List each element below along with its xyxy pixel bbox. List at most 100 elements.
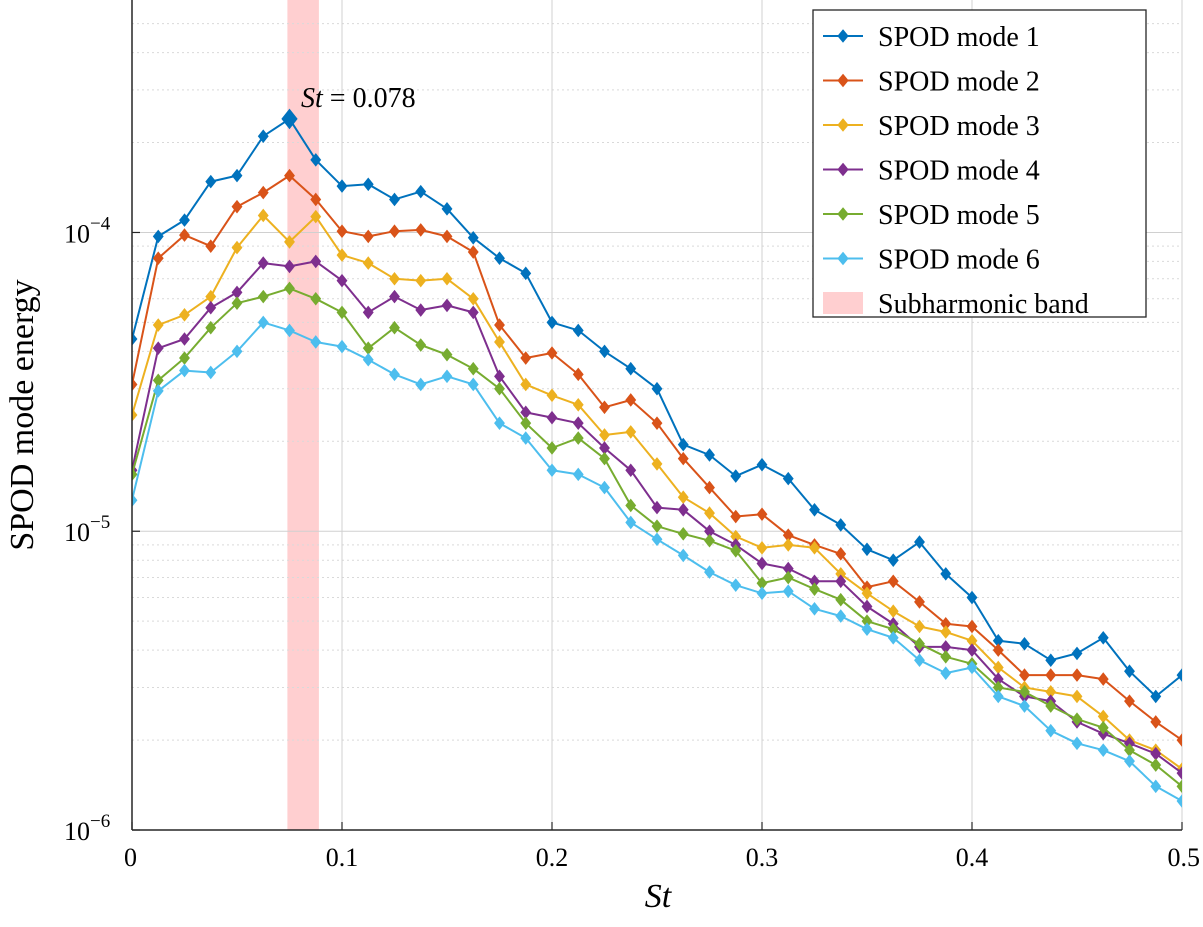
x-tick-label: 0.5 — [1168, 843, 1201, 872]
data-point — [231, 168, 243, 183]
y-tick-base: 10 — [64, 817, 90, 846]
data-point — [441, 369, 453, 384]
legend-label: SPOD mode 3 — [878, 111, 1040, 142]
legend-item: SPOD mode 4 — [823, 156, 1040, 187]
series-6 — [132, 315, 1182, 808]
data-point — [231, 199, 243, 214]
data-point — [362, 177, 374, 192]
data-point — [572, 323, 584, 338]
data-point — [572, 397, 584, 412]
data-point — [1150, 779, 1162, 794]
data-point — [756, 457, 768, 472]
data-point — [887, 604, 899, 618]
data-point — [704, 533, 715, 548]
data-point — [992, 689, 1004, 704]
data-point — [625, 393, 637, 407]
data-point — [152, 229, 164, 244]
data-point — [257, 256, 269, 270]
data-point — [940, 625, 952, 639]
data-point — [415, 303, 427, 317]
data-point — [940, 666, 952, 680]
data-point — [231, 240, 243, 255]
data-point — [1045, 653, 1057, 668]
data-point — [1150, 715, 1162, 729]
data-point — [887, 553, 899, 567]
data-point — [651, 381, 663, 396]
data-point — [677, 451, 689, 466]
data-point — [389, 271, 400, 286]
data-point — [415, 223, 427, 237]
data-point — [179, 332, 190, 346]
legend-marker — [837, 118, 849, 132]
data-point — [310, 254, 322, 269]
data-point — [809, 582, 820, 596]
data-point — [992, 643, 1004, 657]
data-point — [179, 213, 190, 227]
data-point — [231, 296, 243, 310]
data-point — [336, 339, 348, 354]
data-point — [730, 544, 742, 558]
y-tick-label: 10−4 — [64, 213, 111, 248]
y-tick-label: 10−5 — [64, 512, 110, 547]
data-point — [520, 351, 532, 365]
y-tick-exponent: −4 — [90, 213, 111, 234]
legend-item: SPOD mode 5 — [823, 200, 1040, 231]
series-5 — [132, 281, 1182, 794]
data-point — [940, 567, 952, 581]
data-point — [132, 493, 138, 508]
data-point — [861, 622, 873, 637]
data-point — [1071, 712, 1083, 726]
data-point — [389, 367, 400, 382]
data-point — [257, 208, 269, 223]
data-point — [546, 410, 558, 425]
data-point — [835, 518, 847, 532]
data-point — [572, 416, 584, 430]
data-point — [362, 256, 374, 270]
data-point — [132, 377, 138, 392]
data-point — [651, 519, 663, 533]
data-point — [441, 298, 453, 313]
y-tick-exponent: −5 — [90, 512, 110, 533]
data-point — [1176, 668, 1182, 682]
y-tick-base: 10 — [64, 219, 90, 248]
series-3 — [132, 208, 1182, 776]
data-point — [572, 431, 584, 445]
data-point — [861, 542, 873, 557]
data-point — [441, 202, 453, 216]
data-point — [336, 224, 348, 238]
data-point — [677, 502, 689, 517]
data-point — [730, 469, 742, 483]
data-point — [704, 448, 715, 462]
data-point — [782, 471, 794, 486]
data-point — [205, 174, 217, 189]
data-point — [1150, 758, 1162, 772]
data-point — [179, 363, 190, 378]
data-point — [1176, 779, 1182, 794]
legend-label: SPOD mode 1 — [878, 22, 1040, 53]
data-point — [441, 229, 453, 244]
legend-item: SPOD mode 2 — [823, 67, 1040, 98]
legend-label: SPOD mode 2 — [878, 67, 1040, 98]
legend-marker — [837, 207, 849, 221]
data-point — [835, 574, 847, 589]
data-point — [782, 538, 794, 552]
data-point — [572, 367, 584, 382]
st-annotation: St = 0.078 — [301, 83, 416, 114]
data-point — [1071, 668, 1083, 682]
x-axis-title: St — [645, 878, 673, 915]
data-point — [546, 463, 558, 478]
data-point — [310, 335, 322, 349]
annotation-layer: St = 0.078 — [301, 83, 416, 114]
series-1 — [132, 108, 1182, 704]
data-point — [467, 305, 479, 320]
data-point — [1150, 689, 1162, 704]
data-point — [520, 266, 532, 281]
data-point — [835, 609, 847, 623]
legend-label: Subharmonic band — [878, 289, 1089, 320]
data-point — [467, 377, 479, 392]
legend-label: SPOD mode 5 — [878, 200, 1040, 231]
data-point — [835, 592, 847, 607]
data-point — [861, 599, 873, 614]
data-point — [546, 441, 558, 455]
legend-item: SPOD mode 3 — [823, 111, 1040, 142]
